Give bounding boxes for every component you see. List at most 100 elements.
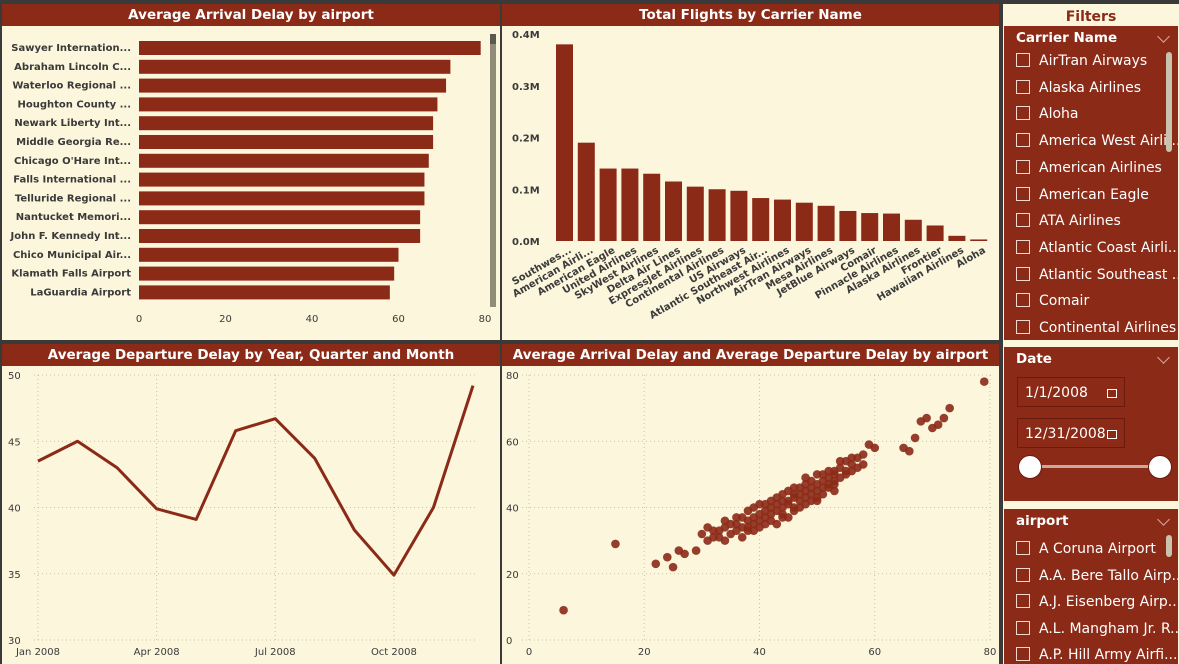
scatter-point[interactable] (835, 456, 845, 466)
bar[interactable] (904, 219, 922, 241)
bar[interactable] (139, 116, 434, 131)
scatter-point[interactable] (697, 529, 707, 539)
bar[interactable] (139, 229, 421, 243)
scatter-point[interactable] (755, 523, 764, 532)
bar[interactable] (139, 59, 451, 74)
scatter-point[interactable] (847, 466, 856, 476)
bar[interactable] (774, 199, 791, 241)
bar[interactable] (752, 198, 770, 241)
scatter-point[interactable] (818, 489, 828, 499)
scatter-point[interactable] (559, 605, 568, 615)
scatter-point[interactable] (858, 450, 868, 459)
scatter-point[interactable] (703, 523, 712, 532)
scatter-point[interactable] (720, 536, 730, 545)
bar[interactable] (621, 168, 639, 241)
filter-option[interactable]: A.P. Hill Army Airfi... (1016, 644, 1177, 664)
bar[interactable] (970, 239, 988, 241)
bar[interactable] (139, 41, 481, 55)
filter-option[interactable]: A.A. Bere Tallo Airp... (1016, 565, 1178, 587)
checkbox-icon[interactable] (1016, 79, 1030, 94)
bar[interactable] (577, 142, 595, 241)
bar[interactable] (730, 190, 748, 241)
departure-delay-line[interactable] (37, 385, 475, 577)
checkbox-icon[interactable] (1016, 159, 1030, 174)
scatter-point[interactable] (801, 473, 810, 482)
checkbox-icon[interactable] (1016, 320, 1030, 334)
start-date-input[interactable]: 1/1/2008 (1017, 377, 1125, 407)
scatter-point[interactable] (720, 516, 730, 526)
chevron-down-icon[interactable] (1157, 30, 1170, 43)
chevron-down-icon[interactable] (1157, 513, 1170, 526)
scrollbar[interactable] (490, 34, 496, 307)
bar[interactable] (139, 247, 399, 262)
calendar-icon[interactable] (1107, 389, 1117, 398)
scatter-point[interactable] (732, 513, 741, 522)
bar[interactable] (139, 285, 390, 300)
bar[interactable] (643, 173, 661, 241)
bar[interactable] (599, 168, 617, 241)
scatter-point[interactable] (760, 499, 770, 509)
scatter-point[interactable] (778, 496, 787, 506)
scrollbar-thumb[interactable] (490, 34, 496, 44)
bar[interactable] (795, 202, 813, 241)
chevron-down-icon[interactable] (1157, 351, 1170, 364)
scatter-point[interactable] (945, 403, 954, 413)
checkbox-icon[interactable] (1016, 647, 1030, 661)
scatter-point[interactable] (611, 539, 620, 549)
bar[interactable] (139, 153, 429, 168)
scatter-point[interactable] (789, 506, 799, 516)
bar[interactable] (883, 213, 900, 241)
filter-option[interactable]: American Eagle (1016, 184, 1149, 206)
scatter-point[interactable] (905, 446, 914, 456)
scatter-point[interactable] (801, 499, 810, 509)
airport-list-scrollbar[interactable] (1166, 535, 1172, 557)
bar[interactable] (139, 97, 438, 112)
bar[interactable] (556, 44, 573, 241)
filter-option[interactable]: Alaska Airlines (1016, 77, 1141, 99)
scatter-point[interactable] (663, 552, 672, 562)
bar[interactable] (139, 266, 395, 281)
filter-option[interactable]: Comair (1016, 290, 1089, 312)
bar[interactable] (139, 172, 425, 187)
filter-option[interactable]: American Airlines (1016, 157, 1162, 179)
scatter-point[interactable] (737, 533, 747, 542)
checkbox-icon[interactable] (1016, 541, 1030, 555)
scatter-point[interactable] (830, 480, 839, 489)
filter-option[interactable]: AirTran Airways (1016, 50, 1147, 72)
end-date-input[interactable]: 12/31/2008 (1017, 418, 1125, 448)
checkbox-icon[interactable] (1016, 293, 1030, 308)
scatter-point[interactable] (858, 460, 868, 469)
checkbox-icon[interactable] (1016, 186, 1030, 201)
checkbox-icon[interactable] (1016, 133, 1030, 148)
scatter-point[interactable] (709, 533, 718, 542)
bar[interactable] (926, 225, 944, 241)
bar[interactable] (139, 210, 421, 225)
date-slider-track[interactable] (1030, 465, 1160, 468)
carrier-list-scrollbar[interactable] (1166, 52, 1172, 152)
bar[interactable] (817, 205, 835, 241)
scatter-point[interactable] (922, 413, 931, 423)
date-slider-end-handle[interactable] (1148, 455, 1172, 479)
scatter-point[interactable] (691, 546, 701, 555)
filter-option[interactable]: Atlantic Southeast ... (1016, 264, 1178, 286)
scatter-point[interactable] (910, 433, 920, 443)
calendar-icon[interactable] (1107, 430, 1117, 439)
checkbox-icon[interactable] (1016, 213, 1030, 228)
scatter-point[interactable] (979, 377, 989, 386)
scatter-point[interactable] (680, 549, 689, 559)
scatter-point[interactable] (933, 420, 943, 429)
filter-option[interactable]: America West Airli... (1016, 130, 1178, 152)
date-slider-start-handle[interactable] (1018, 455, 1042, 479)
scatter-point[interactable] (812, 496, 822, 506)
bar[interactable] (665, 181, 682, 241)
scatter-point[interactable] (749, 503, 759, 512)
bar[interactable] (686, 186, 704, 241)
scatter-point[interactable] (789, 489, 799, 499)
scatter-point[interactable] (939, 413, 949, 423)
scatter-point[interactable] (778, 513, 787, 522)
scatter-point[interactable] (651, 559, 661, 569)
bar[interactable] (708, 189, 726, 241)
scatter-point[interactable] (795, 483, 805, 492)
filter-option[interactable]: Continental Airlines (1016, 317, 1176, 339)
checkbox-icon[interactable] (1016, 53, 1030, 67)
